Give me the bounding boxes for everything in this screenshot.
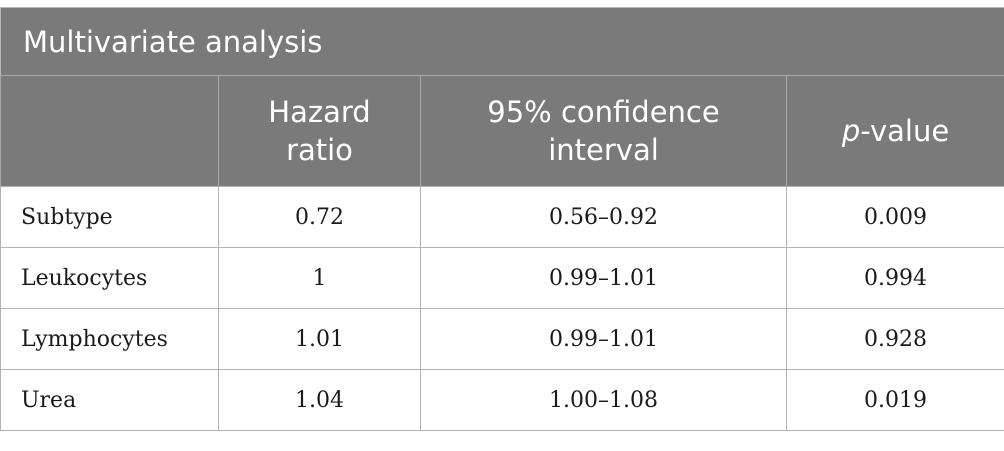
header-empty-cell [0, 75, 219, 187]
p-value-cell: 0.994 [785, 247, 1004, 309]
confidence-interval-cell: 0.56–0.92 [420, 186, 787, 248]
header-hazard-ratio-line1: Hazard [268, 95, 371, 129]
header-confidence-interval-line2: interval [548, 133, 659, 167]
table-row: Subtype 0.72 0.56–0.92 0.009 [0, 186, 1004, 248]
confidence-interval-cell: 0.99–1.01 [420, 308, 787, 370]
hazard-ratio-cell: 1.04 [218, 369, 421, 431]
header-confidence-interval-line1: 95% confidence [487, 95, 720, 129]
confidence-interval-cell: 0.99–1.01 [420, 247, 787, 309]
table-title: Multivariate analysis [0, 7, 1004, 76]
p-value-cell: 0.019 [785, 369, 1004, 431]
table-row: Urea 1.04 1.00–1.08 0.019 [0, 369, 1004, 431]
row-label: Urea [0, 369, 219, 431]
table-row: Lymphocytes 1.01 0.99–1.01 0.928 [0, 308, 1004, 370]
header-hazard-ratio: Hazard ratio [218, 75, 421, 187]
confidence-interval-cell: 1.00–1.08 [420, 369, 787, 431]
header-p-value-italic: p [841, 114, 861, 148]
header-confidence-interval: 95% confidence interval [420, 75, 787, 187]
table-header-row: Hazard ratio 95% confidence interval p-v… [0, 75, 1004, 187]
row-label: Lymphocytes [0, 308, 219, 370]
hazard-ratio-cell: 1 [218, 247, 421, 309]
hazard-ratio-cell: 0.72 [218, 186, 421, 248]
header-hazard-ratio-line2: ratio [286, 133, 353, 167]
header-p-value: p-value [785, 75, 1004, 187]
row-label: Leukocytes [0, 247, 219, 309]
multivariate-analysis-table: Multivariate analysis Hazard ratio 95% c… [0, 7, 1004, 431]
row-label: Subtype [0, 186, 219, 248]
header-p-value-rest: -value [860, 114, 950, 148]
p-value-cell: 0.009 [785, 186, 1004, 248]
hazard-ratio-cell: 1.01 [218, 308, 421, 370]
table-title-row: Multivariate analysis [0, 7, 1004, 76]
p-value-cell: 0.928 [785, 308, 1004, 370]
results-table-container: Multivariate analysis Hazard ratio 95% c… [0, 7, 1004, 431]
table-row: Leukocytes 1 0.99–1.01 0.994 [0, 247, 1004, 309]
